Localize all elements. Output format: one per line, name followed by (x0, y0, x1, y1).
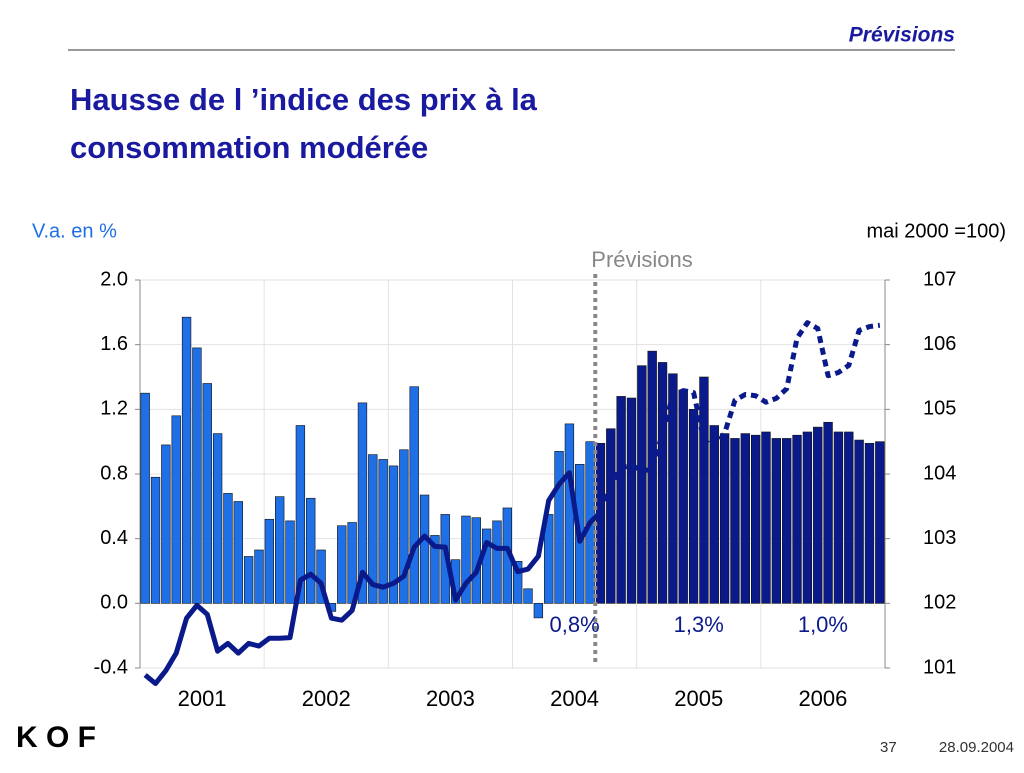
bar (823, 421, 833, 604)
bar (481, 528, 492, 604)
y-tick-label: 2.0 (100, 268, 128, 290)
y-tick-label: -0.4 (94, 656, 128, 678)
bar (523, 588, 533, 604)
bar (626, 397, 637, 604)
bar (388, 465, 399, 604)
bar (399, 449, 409, 604)
y-tick-label: 1.6 (100, 333, 128, 355)
y2-tick-label: 103 (923, 527, 956, 549)
bar (419, 494, 430, 604)
y2-tick-label: 105 (923, 398, 956, 420)
y-tick-label: 0.8 (100, 462, 128, 484)
bar (750, 434, 761, 604)
bar (430, 535, 440, 604)
bar (337, 525, 347, 604)
y2-tick-label: 102 (923, 592, 956, 614)
bar (544, 514, 554, 604)
bar (212, 433, 223, 604)
bar (719, 433, 730, 604)
y2-tick-label: 107 (923, 268, 956, 290)
bar (709, 425, 719, 604)
bar (875, 441, 885, 604)
bar (492, 520, 502, 604)
bar (254, 549, 264, 604)
bar (833, 431, 844, 604)
bar (409, 386, 419, 604)
forecast-label: Prévisions (591, 247, 692, 272)
bar (813, 426, 823, 604)
bar (306, 497, 316, 604)
bar (782, 438, 792, 604)
bar (161, 444, 171, 604)
bar (740, 433, 750, 604)
bar (378, 459, 388, 604)
x-tick-label: 2003 (426, 686, 475, 711)
bar (368, 454, 378, 604)
title-line: Hausse de l ’indice des prix à la (70, 82, 538, 117)
bar (761, 431, 771, 604)
bar (595, 442, 606, 604)
bar (688, 409, 699, 604)
bar (295, 425, 306, 604)
title-line: consommation modérée (70, 130, 428, 165)
annotation: 0,8% (550, 612, 600, 637)
bar (657, 362, 668, 604)
bar (512, 560, 523, 604)
bar (285, 520, 295, 604)
bar (275, 496, 285, 604)
y2-axis-label: mai 2000 =100) (866, 220, 1006, 242)
bar (150, 476, 161, 604)
x-tick-label: 2004 (550, 686, 599, 711)
bar (181, 316, 192, 604)
logo: K O F (16, 721, 96, 754)
bar (140, 392, 150, 604)
y2-tick-label: 106 (923, 333, 956, 355)
annotation: 1,3% (674, 612, 724, 637)
bar (678, 389, 688, 604)
bar (616, 396, 626, 604)
forecast-line (598, 320, 881, 514)
y-tick-label: 0.4 (100, 527, 128, 549)
bar (637, 365, 647, 604)
y-tick-label: 1.2 (100, 398, 128, 420)
bar (864, 442, 875, 604)
y-axis-label: V.a. en % (32, 220, 117, 242)
bar (802, 431, 813, 604)
bar (844, 431, 854, 604)
bar (264, 518, 275, 604)
bar (461, 515, 471, 604)
bar (233, 501, 243, 604)
x-tick-label: 2002 (302, 686, 351, 711)
y2-tick-label: 101 (923, 656, 956, 678)
x-tick-label: 2006 (798, 686, 847, 711)
page-number: 37 (880, 739, 897, 756)
bar (606, 428, 616, 604)
y2-tick-label: 104 (923, 462, 956, 484)
y-tick-label: 0.0 (100, 592, 128, 614)
section-title: Prévisions (849, 24, 955, 47)
bar (730, 438, 740, 604)
x-tick-label: 2001 (178, 686, 227, 711)
index-line (143, 470, 603, 687)
bar (792, 434, 802, 604)
bar (202, 383, 212, 604)
x-tick-label: 2005 (674, 686, 723, 711)
bar (699, 376, 709, 604)
bar (223, 493, 233, 604)
date: 28.09.2004 (939, 739, 1014, 756)
bar (171, 415, 181, 604)
bar (854, 439, 864, 604)
bar (668, 373, 678, 604)
bar (192, 347, 202, 604)
bar (554, 451, 564, 604)
bar (533, 603, 544, 619)
bar (564, 423, 575, 604)
bar (771, 438, 782, 604)
bar (357, 402, 368, 604)
bar (647, 350, 657, 604)
bar (243, 556, 254, 604)
annotation: 1,0% (798, 612, 848, 637)
